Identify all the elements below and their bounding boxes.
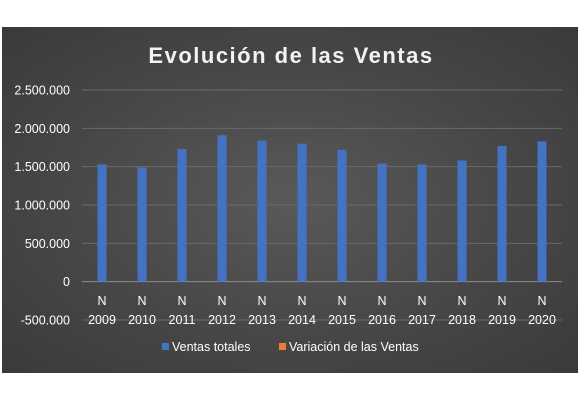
x-category-label-line2: 2013: [248, 313, 276, 327]
y-tick-label: 2.000.000: [14, 122, 70, 136]
y-tick-label: 500.000: [25, 237, 70, 251]
x-category-label-line1: N: [97, 294, 106, 308]
x-category-label-line1: N: [217, 294, 226, 308]
legend-label-ventas-totales: Ventas totales: [172, 340, 251, 354]
x-category-label-line1: N: [377, 294, 386, 308]
chart-title: Evolución de las Ventas: [148, 43, 433, 68]
bar-ventas-totales: [97, 164, 107, 282]
bar-ventas-totales: [177, 149, 187, 282]
bar-ventas-totales: [457, 160, 467, 282]
gridlines: [82, 89, 562, 321]
x-category-label-line1: N: [337, 294, 346, 308]
y-tick-label: 1.000.000: [14, 199, 70, 213]
y-axis-tick-labels: 2.500.000 2.000.000 1.500.000 1.000.000 500.…: [14, 84, 70, 328]
x-category-label-line1: N: [137, 294, 146, 308]
bar-ventas-totales: [257, 140, 267, 282]
x-category-label-line1: N: [457, 294, 466, 308]
y-tick-label: 1.500.000: [14, 160, 70, 174]
x-category-label-line1: N: [417, 294, 426, 308]
x-category-label-line2: 2019: [488, 313, 516, 327]
legend-swatch-variacion: [279, 343, 286, 350]
bar-ventas-totales: [377, 163, 387, 282]
x-category-label-line1: N: [497, 294, 506, 308]
x-category-label-line1: N: [297, 294, 306, 308]
x-category-label-line2: 2009: [88, 313, 116, 327]
x-category-label-line2: 2016: [368, 313, 396, 327]
bars: [97, 135, 547, 282]
bar-ventas-totales: [137, 167, 147, 282]
x-axis-category-labels: N 2009 N 2010 N 2011 N 2012 N 2013 N 2014 N 2015 N 2016…: [88, 294, 556, 327]
x-category-label-line1: N: [537, 294, 546, 308]
x-category-label-line1: N: [257, 294, 266, 308]
bar-ventas-totales: [217, 135, 227, 282]
y-tick-label: -500.000: [21, 314, 70, 328]
legend: Ventas totales Variación de las Ventas: [162, 340, 419, 354]
x-category-label-line1: N: [177, 294, 186, 308]
legend-label-variacion: Variación de las Ventas: [289, 340, 419, 354]
bar-ventas-totales: [297, 143, 307, 282]
x-category-label-line2: 2017: [408, 313, 436, 327]
x-category-label-line2: 2018: [448, 313, 476, 327]
x-category-label-line2: 2020: [528, 313, 556, 327]
y-tick-label: 0: [63, 275, 70, 289]
y-tick-label: 2.500.000: [14, 84, 70, 98]
bar-ventas-totales: [497, 145, 507, 282]
bar-ventas-totales: [337, 149, 347, 282]
x-category-label-line2: 2011: [169, 313, 196, 327]
x-category-label-line2: 2010: [128, 313, 156, 327]
x-category-label-line2: 2012: [208, 313, 236, 327]
bar-ventas-totales: [417, 164, 427, 282]
x-category-label-line2: 2014: [288, 313, 316, 327]
legend-swatch-ventas-totales: [162, 343, 169, 350]
x-category-label-line2: 2015: [328, 313, 356, 327]
bar-ventas-totales: [537, 141, 547, 282]
